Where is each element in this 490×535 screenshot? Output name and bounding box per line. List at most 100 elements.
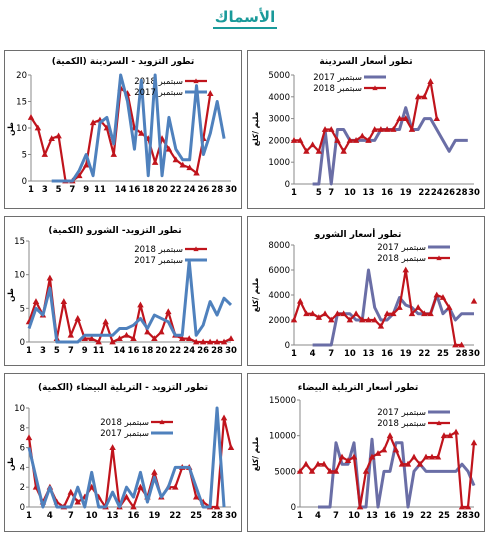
- data-point: [88, 483, 95, 490]
- legend-entry: سبتمبر 2017: [134, 88, 207, 98]
- data-point: [25, 434, 33, 441]
- x-tick-label: 19: [402, 511, 414, 521]
- data-point: [338, 453, 346, 460]
- data-point: [296, 297, 304, 304]
- data-point: [315, 314, 323, 320]
- y-axis-label: مليم /كلغ: [251, 277, 260, 312]
- data-point: [374, 450, 382, 456]
- x-tick-label: 10: [86, 511, 98, 521]
- x-tick-label: 7: [68, 346, 74, 356]
- data-point: [151, 335, 158, 342]
- data-point: [346, 136, 354, 143]
- data-point: [123, 331, 130, 338]
- data-point: [227, 444, 235, 451]
- y-tick-label: 4000: [268, 291, 290, 301]
- data-point: [470, 439, 478, 446]
- data-point: [137, 483, 144, 490]
- y-tick-label: 0: [291, 503, 296, 513]
- data-point: [296, 467, 304, 474]
- chart-title: تطور التزويد - السردينة (الكمية): [52, 57, 195, 67]
- data-point: [404, 460, 412, 467]
- series-line: [51, 73, 226, 183]
- y-tick-label: 3000: [268, 115, 290, 125]
- data-point: [433, 115, 441, 122]
- x-tick-label: 19: [400, 349, 412, 359]
- data-point: [303, 310, 310, 317]
- panel-shorou-supply: تطور التزويد- الشورو (الكمية) 0 5 10 15 1 3 5 7 9…: [4, 216, 242, 366]
- x-tick-label: 22: [418, 188, 430, 198]
- legend-label: سبتمبر 2017: [377, 408, 426, 418]
- data-point: [309, 310, 316, 317]
- x-tick-label: 19: [148, 511, 160, 521]
- y-tick-label: 1000: [268, 158, 290, 168]
- x-tick-label: 14: [114, 346, 126, 356]
- series-1: [296, 428, 478, 510]
- data-point: [398, 460, 406, 467]
- x-tick-label: 5: [54, 346, 60, 356]
- y-tick-label: 6000: [268, 266, 290, 276]
- data-point: [192, 338, 200, 345]
- legend-entry: سبتمبر 2017: [313, 73, 386, 83]
- data-point: [109, 338, 116, 345]
- x-tick-label: 3: [42, 185, 48, 195]
- x-tick-label: 30: [468, 349, 480, 359]
- series-1: [27, 406, 226, 509]
- data-point: [48, 135, 55, 142]
- data-point: [340, 310, 347, 317]
- x-tick-label: 22: [170, 185, 182, 195]
- data-point: [352, 310, 360, 317]
- x-tick-label: 1: [26, 511, 32, 521]
- legend-entry: سبتمبر 2018: [134, 245, 207, 255]
- y-tick-label: 15000: [269, 396, 296, 406]
- data-point: [137, 301, 144, 308]
- data-point: [383, 310, 391, 317]
- page-title-text: الأسماك: [212, 8, 278, 29]
- legend-entry: سبتمبر 2018: [100, 418, 173, 428]
- data-point: [309, 141, 316, 148]
- data-point: [427, 78, 434, 84]
- data-point: [144, 328, 151, 335]
- x-tick-label: 22: [420, 511, 432, 521]
- x-tick-label: 1: [291, 188, 297, 198]
- data-point: [123, 493, 130, 500]
- legend-marker: [159, 419, 165, 425]
- y-tick-label: 5: [22, 151, 27, 161]
- data-point: [428, 453, 436, 460]
- data-point: [76, 172, 83, 179]
- x-tick-label: 5: [316, 188, 322, 198]
- data-point: [416, 460, 424, 467]
- data-point: [327, 316, 335, 323]
- data-point: [380, 446, 388, 453]
- legend-marker: [436, 420, 442, 426]
- data-point: [192, 493, 200, 500]
- series-line: [292, 268, 462, 347]
- y-tick-label: 10: [16, 124, 27, 134]
- data-point: [422, 453, 430, 460]
- legend-entry: سبتمبر 2017: [134, 256, 207, 266]
- data-point: [110, 151, 118, 157]
- chart-title: تطور أسعار السردينة: [319, 55, 412, 67]
- x-tick-label: 16: [128, 346, 140, 356]
- series-0: [318, 437, 476, 509]
- data-point: [332, 467, 340, 474]
- data-point: [410, 453, 418, 460]
- y-tick-label: 0: [285, 341, 290, 351]
- legend-entry: سبتمبر 2018: [134, 77, 207, 87]
- x-tick-label: 13: [366, 511, 378, 521]
- x-tick-label: 26: [443, 188, 455, 198]
- x-tick-label: 16: [129, 185, 141, 195]
- x-tick-label: 22: [169, 511, 181, 521]
- x-tick-label: 11: [93, 346, 105, 356]
- data-point: [383, 126, 391, 132]
- x-tick-label: 20: [156, 185, 168, 195]
- data-point: [365, 136, 372, 143]
- panel-shorou-price: تطور أسعار الشورو 0 2000 4000 6000 8000 1 4 7 10 1…: [247, 216, 485, 366]
- y-tick-label: 2000: [268, 136, 290, 146]
- data-point: [340, 147, 347, 154]
- data-point: [116, 335, 123, 342]
- data-point: [458, 503, 466, 510]
- y-tick-label: 15: [14, 237, 25, 247]
- data-point: [172, 156, 180, 163]
- data-point: [414, 93, 422, 100]
- x-tick-label: 1: [297, 511, 303, 521]
